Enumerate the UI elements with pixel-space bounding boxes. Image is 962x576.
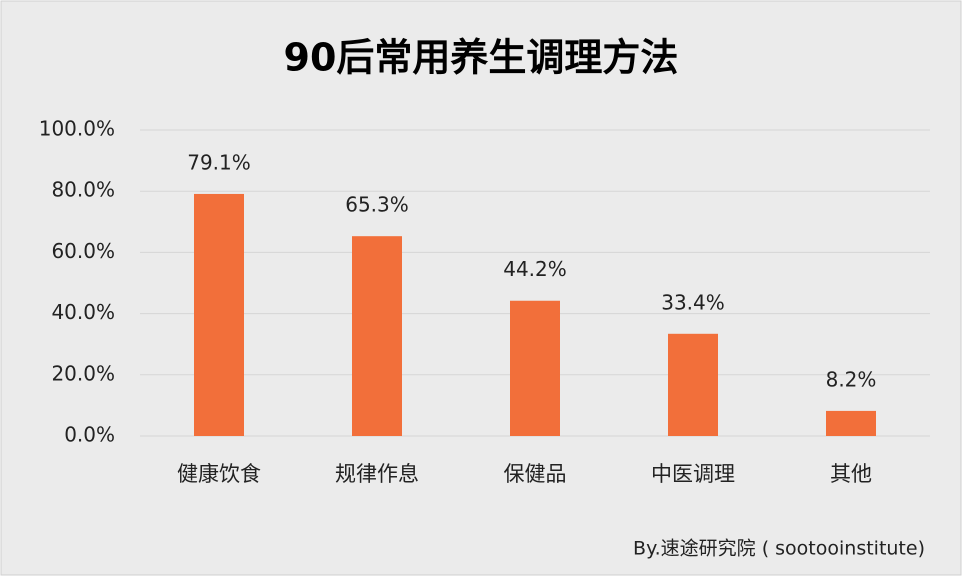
value-label: 44.2%	[503, 257, 567, 281]
x-tick-label: 健康饮食	[177, 462, 261, 486]
y-tick-label: 80.0%	[51, 178, 115, 202]
value-label: 8.2%	[826, 367, 877, 391]
bar	[194, 193, 244, 436]
value-label: 33.4%	[661, 290, 725, 314]
y-tick-label: 0.0%	[64, 423, 115, 447]
value-label: 65.3%	[345, 193, 409, 217]
y-tick-label: 60.0%	[51, 239, 115, 263]
x-tick-label: 保健品	[504, 462, 567, 486]
bar	[352, 236, 402, 436]
y-tick-label: 40.0%	[51, 300, 115, 324]
source-note: By.速途研究院 ( sootooinstitute)	[633, 538, 925, 560]
x-tick-label: 其他	[830, 462, 872, 486]
y-tick-label: 20.0%	[51, 361, 115, 385]
bar	[826, 410, 876, 436]
y-tick-label: 100.0%	[39, 117, 115, 141]
bar	[510, 300, 560, 436]
x-tick-label: 中医调理	[651, 462, 735, 486]
bar	[668, 333, 718, 436]
chart-title: 90后常用养生调理方法	[284, 36, 679, 80]
x-tick-label: 规律作息	[335, 462, 419, 486]
value-label: 79.1%	[187, 150, 251, 174]
